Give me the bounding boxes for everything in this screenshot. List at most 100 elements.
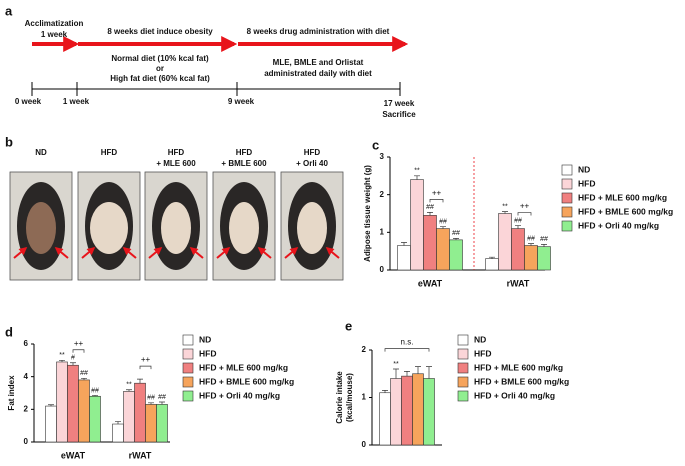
timeline-label: 9 week: [228, 97, 255, 106]
bar: [412, 373, 424, 446]
bar: [134, 382, 146, 443]
timeline-label: 1 week: [63, 97, 90, 106]
significance-mark: ##: [452, 230, 460, 237]
significance-mark: **: [59, 352, 65, 359]
legend-label: HFD + MLE 600 mg/kg: [474, 362, 563, 372]
legend-label: HFD: [474, 348, 491, 358]
bar: [401, 375, 413, 446]
error-bar: [414, 175, 420, 180]
comparison-label: n.s.: [401, 338, 414, 347]
error-bar: [126, 389, 132, 392]
phase-title: Acclimatization: [25, 19, 84, 28]
legend-swatch: [561, 206, 573, 218]
legend-swatch: [457, 376, 469, 388]
significance-mark: ##: [540, 236, 548, 243]
bar: [123, 391, 135, 443]
significance-mark: ##: [426, 204, 434, 211]
bar: [390, 378, 402, 446]
error-bar: [148, 402, 154, 405]
opened-abdomen: [229, 202, 259, 254]
error-bar: [427, 212, 433, 216]
y-tick-label: 1: [362, 393, 367, 402]
pointer-arrow: [148, 246, 163, 259]
bar: [145, 404, 157, 443]
legend-swatch: [182, 390, 194, 402]
legend-swatch: [457, 334, 469, 346]
timeline-label: 0 week: [15, 97, 42, 106]
legend-label: HFD + MLE 600 mg/kg: [199, 362, 288, 372]
error-bar: [382, 390, 388, 393]
opened-abdomen: [297, 202, 327, 254]
legend-swatch: [457, 390, 469, 402]
significance-mark: ##: [80, 370, 88, 377]
bar: [449, 239, 463, 271]
bar: [498, 213, 512, 271]
error-bar: [81, 377, 87, 380]
legend-label: HFD + Orli 40 mg/kg: [474, 390, 555, 400]
photo-label: HFD: [236, 148, 253, 157]
comparison-bracket: [429, 199, 444, 203]
significance-mark: **: [414, 168, 420, 175]
bar: [89, 395, 101, 443]
error-bar: [159, 401, 165, 405]
phase-note: MLE, BMLE and Orlistat: [273, 58, 364, 67]
comparison-label: ++: [432, 188, 442, 197]
legend-swatch: [561, 164, 573, 176]
bar: [379, 392, 391, 446]
significance-mark: ##: [439, 219, 447, 226]
legend-swatch: [182, 362, 194, 374]
phase-title: 1 week: [41, 30, 68, 39]
photo-label: + Orli 40: [296, 159, 328, 168]
legend-swatch: [561, 220, 573, 232]
significance-mark: ##: [147, 395, 155, 402]
pointer-arrow: [122, 246, 137, 259]
bar: [78, 379, 90, 443]
legend-label: ND: [199, 334, 211, 344]
legend-swatch: [457, 362, 469, 374]
bar: [423, 215, 437, 271]
comparison-label: ++: [141, 355, 151, 364]
photo-label: HFD: [304, 148, 321, 157]
panel-label: b: [5, 134, 13, 149]
error-bar: [70, 362, 76, 366]
legend-swatch: [182, 376, 194, 388]
error-bar: [541, 244, 547, 247]
pointer-arrow: [54, 246, 69, 259]
pointer-arrow: [284, 246, 299, 259]
opened-abdomen: [161, 202, 191, 254]
legend-label: HFD + Orli 40 mg/kg: [578, 220, 659, 230]
phase-title: 8 weeks drug administration with diet: [247, 27, 390, 36]
y-tick-label: 3: [380, 152, 385, 161]
phase-note: or: [156, 64, 164, 73]
bar: [423, 378, 435, 446]
error-bar: [426, 366, 432, 379]
error-bar: [415, 366, 421, 374]
phase-note: Normal diet (10% kcal fat): [111, 54, 209, 63]
legend-label: HFD: [199, 348, 216, 358]
error-bar: [59, 359, 65, 362]
y-tick-label: 6: [24, 339, 29, 348]
legend-label: HFD + BMLE 600 mg/kg: [199, 376, 294, 386]
error-bar: [515, 225, 521, 229]
legend-label: HFD + BMLE 600 mg/kg: [578, 206, 673, 216]
pointer-arrow: [189, 246, 204, 259]
pointer-arrow: [216, 246, 231, 259]
legend-swatch: [561, 192, 573, 204]
y-axis-title: (kcal/mouse): [345, 373, 354, 422]
y-tick-label: 1: [380, 227, 385, 236]
y-axis-title: Fat index: [7, 375, 16, 411]
x-tick-label: rWAT: [507, 278, 530, 288]
phase-note: High fat diet (60% kcal fat): [110, 74, 210, 83]
photo-label: HFD: [101, 148, 118, 157]
legend-swatch: [457, 348, 469, 360]
y-tick-label: 0: [24, 437, 29, 446]
comparison-bracket: [139, 365, 152, 370]
timeline-label: Sacrifice: [382, 110, 416, 119]
bar: [511, 228, 525, 271]
legend-label: HFD + Orli 40 mg/kg: [199, 390, 280, 400]
photo-label: + MLE 600: [156, 159, 196, 168]
phase-title: 8 weeks diet induce obesity: [107, 27, 213, 36]
legend-label: ND: [578, 164, 590, 174]
significance-mark: **: [393, 361, 399, 368]
error-bar: [393, 368, 399, 379]
